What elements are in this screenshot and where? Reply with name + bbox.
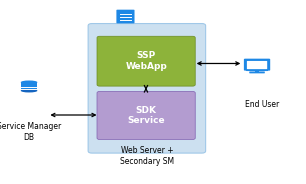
FancyBboxPatch shape: [247, 61, 267, 69]
FancyBboxPatch shape: [97, 91, 195, 139]
FancyBboxPatch shape: [88, 24, 206, 153]
Bar: [256, 70, 259, 72]
Text: Web Server +
Secondary SM: Web Server + Secondary SM: [120, 146, 174, 166]
FancyBboxPatch shape: [246, 69, 268, 71]
FancyBboxPatch shape: [244, 59, 270, 71]
FancyBboxPatch shape: [97, 36, 195, 86]
FancyBboxPatch shape: [116, 10, 135, 23]
Ellipse shape: [21, 89, 37, 93]
Text: SSP
WebApp: SSP WebApp: [125, 52, 167, 71]
FancyBboxPatch shape: [249, 71, 265, 73]
Text: Service Manager
DB: Service Manager DB: [0, 122, 61, 142]
Text: SDK
Service: SDK Service: [127, 106, 165, 125]
Text: End User: End User: [244, 100, 279, 109]
Bar: [21, 82, 37, 91]
Ellipse shape: [21, 80, 37, 84]
